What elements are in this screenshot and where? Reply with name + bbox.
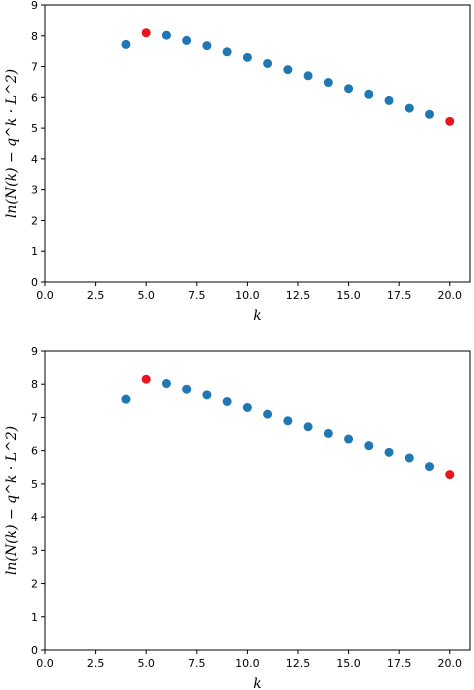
data-point	[425, 462, 435, 472]
x-tick-label: 15.0	[336, 657, 361, 670]
data-point	[242, 402, 252, 412]
x-tick-label: 10.0	[235, 657, 260, 670]
y-axis-label: ln(N(k) − q^k · L^2)	[4, 426, 20, 575]
data-point	[323, 78, 333, 88]
y-tick-label: 2	[31, 214, 38, 227]
data-point	[323, 428, 333, 438]
data-point	[283, 65, 293, 75]
x-tick-label: 7.5	[188, 289, 206, 302]
x-tick-label: 2.5	[87, 657, 105, 670]
x-tick-label: 20.0	[438, 657, 463, 670]
data-point	[202, 390, 212, 400]
scatter-chart-bottom: 0.0 2.5 5.0 7.5 10.0 12.5 15.0 17.5 20.0 0 1 2 3 4 5 6 7…	[0, 345, 474, 690]
data-point	[364, 441, 374, 451]
y-tick-label: 9	[31, 0, 38, 12]
x-tick-label: 5.0	[137, 289, 155, 302]
x-tick-label: 0.0	[36, 289, 54, 302]
data-point	[404, 103, 414, 113]
y-tick-label: 4	[31, 511, 38, 524]
data-point	[121, 39, 131, 49]
y-tick-label: 6	[31, 445, 38, 458]
y-tick-label: 7	[31, 61, 38, 74]
y-tick-label: 6	[31, 91, 38, 104]
data-point	[303, 71, 313, 81]
y-tick-label: 8	[31, 378, 38, 391]
x-tick-label: 17.5	[387, 289, 412, 302]
data-point	[202, 41, 212, 51]
data-point	[263, 409, 273, 419]
x-axis-label: k	[253, 308, 261, 324]
data-point	[404, 453, 414, 463]
y-tick-label: 4	[31, 153, 38, 166]
y-tick-label: 5	[31, 122, 38, 135]
y-tick-label: 3	[31, 184, 38, 197]
x-tick-label: 17.5	[387, 657, 412, 670]
y-tick-label: 1	[31, 611, 38, 624]
y-tick-label: 0	[31, 644, 38, 657]
data-point	[242, 52, 252, 62]
data-point	[161, 30, 171, 40]
highlighted-data-point	[445, 116, 455, 126]
data-point	[121, 394, 131, 404]
y-tick-label: 9	[31, 345, 38, 358]
highlighted-data-point	[141, 28, 151, 38]
data-point	[425, 109, 435, 119]
scatter-chart-top-svg: 0.0 2.5 5.0 7.5 10.0 12.5 15.0 17.5 20.0 0 1 2 3 4 5 6 7…	[4, 0, 471, 324]
data-point	[182, 384, 192, 394]
x-tick-label: 10.0	[235, 289, 260, 302]
data-point	[263, 58, 273, 68]
x-tick-label: 0.0	[36, 657, 54, 670]
data-point	[384, 447, 394, 457]
highlighted-data-point	[445, 470, 455, 480]
y-tick-label: 2	[31, 578, 38, 591]
x-tick-label: 5.0	[137, 657, 155, 670]
highlighted-data-point	[141, 374, 151, 384]
data-point	[283, 416, 293, 426]
data-point	[303, 422, 313, 432]
data-point	[161, 379, 171, 389]
plot-frame	[44, 4, 471, 283]
y-tick-label: 3	[31, 544, 38, 557]
y-tick-label: 7	[31, 411, 38, 424]
data-point	[222, 47, 232, 57]
y-tick-label: 0	[31, 276, 38, 289]
x-tick-label: 2.5	[87, 289, 105, 302]
x-tick-label: 15.0	[336, 289, 361, 302]
data-point	[364, 89, 374, 99]
data-point	[182, 35, 192, 45]
data-point	[384, 95, 394, 105]
x-tick-label: 12.5	[286, 657, 311, 670]
y-tick-label: 8	[31, 30, 38, 43]
y-axis-label: ln(N(k) − q^k · L^2)	[4, 69, 20, 218]
y-tick-label: 5	[31, 478, 38, 491]
data-point	[344, 84, 354, 94]
scatter-chart-bottom-svg: 0.0 2.5 5.0 7.5 10.0 12.5 15.0 17.5 20.0 0 1 2 3 4 5 6 7…	[4, 345, 471, 690]
data-point	[222, 396, 232, 406]
plot-frame	[44, 350, 471, 651]
x-tick-label: 20.0	[438, 289, 463, 302]
x-tick-label: 12.5	[286, 289, 311, 302]
y-tick-label: 1	[31, 245, 38, 258]
scatter-chart-top: 0.0 2.5 5.0 7.5 10.0 12.5 15.0 17.5 20.0 0 1 2 3 4 5 6 7…	[4, 0, 471, 324]
data-point	[344, 434, 354, 444]
x-tick-label: 7.5	[188, 657, 206, 670]
x-axis-label: k	[253, 676, 261, 690]
